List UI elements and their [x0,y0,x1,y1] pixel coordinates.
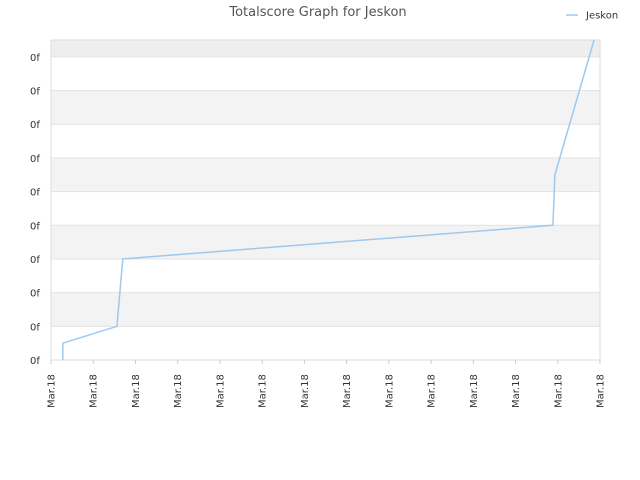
chart-title: Totalscore Graph for Jeskon [228,5,406,20]
legend-label: Jeskon [585,11,618,22]
series-line-jeskon [62,39,595,360]
y-tick-label: 0f [30,87,40,98]
x-tick-label: Mar.18 [89,374,100,408]
x-tick-label: Mar.18 [384,374,395,408]
plot-band [51,258,600,293]
x-tick-label: Mar.18 [427,374,438,408]
plot-band [51,191,600,226]
plot-band [51,157,600,192]
legend: Jeskon [566,11,618,22]
x-tick-label: Mar.18 [342,374,353,408]
y-axis: 0f 0f 0f 0f 0f 0f 0f 0f 0f 0f [30,53,40,367]
plot-background [51,40,600,360]
x-tick-label: Mar.18 [553,374,564,408]
plot-band [51,124,600,158]
plot-band [51,56,600,91]
y-tick-label: 0f [30,356,40,367]
x-tick-label: Mar.18 [300,374,311,408]
plot-band [51,90,600,125]
y-tick-label: 0f [30,188,40,199]
x-tick-label: Mar.18 [47,374,58,408]
x-axis: Mar.18 Mar.18 Mar.18 Mar.18 Mar.18 Mar.18 Mar.… [47,360,607,408]
x-tick-label: Mar.18 [131,374,142,408]
x-tick-label: Mar.18 [258,374,269,408]
plot-band [51,292,600,327]
x-tick-label: Mar.18 [511,374,522,408]
x-tick-label: Mar.18 [215,374,226,408]
y-tick-label: 0f [30,221,40,232]
x-tick-label: Mar.18 [173,374,184,408]
y-tick-label: 0f [30,289,40,300]
plot-band [51,326,600,360]
x-tick-label: Mar.18 [596,374,607,408]
x-tick-label: Mar.18 [469,374,480,408]
series-layer [62,39,595,360]
y-tick-label: 0f [30,53,40,64]
y-tick-label: 0f [30,322,40,333]
plot-frame [50,39,601,361]
grid [50,39,601,361]
y-tick-label: 0f [30,255,40,266]
y-tick-label: 0f [30,154,40,165]
plot-band [51,40,600,57]
plot-band [51,225,600,259]
y-tick-label: 0f [30,120,40,131]
